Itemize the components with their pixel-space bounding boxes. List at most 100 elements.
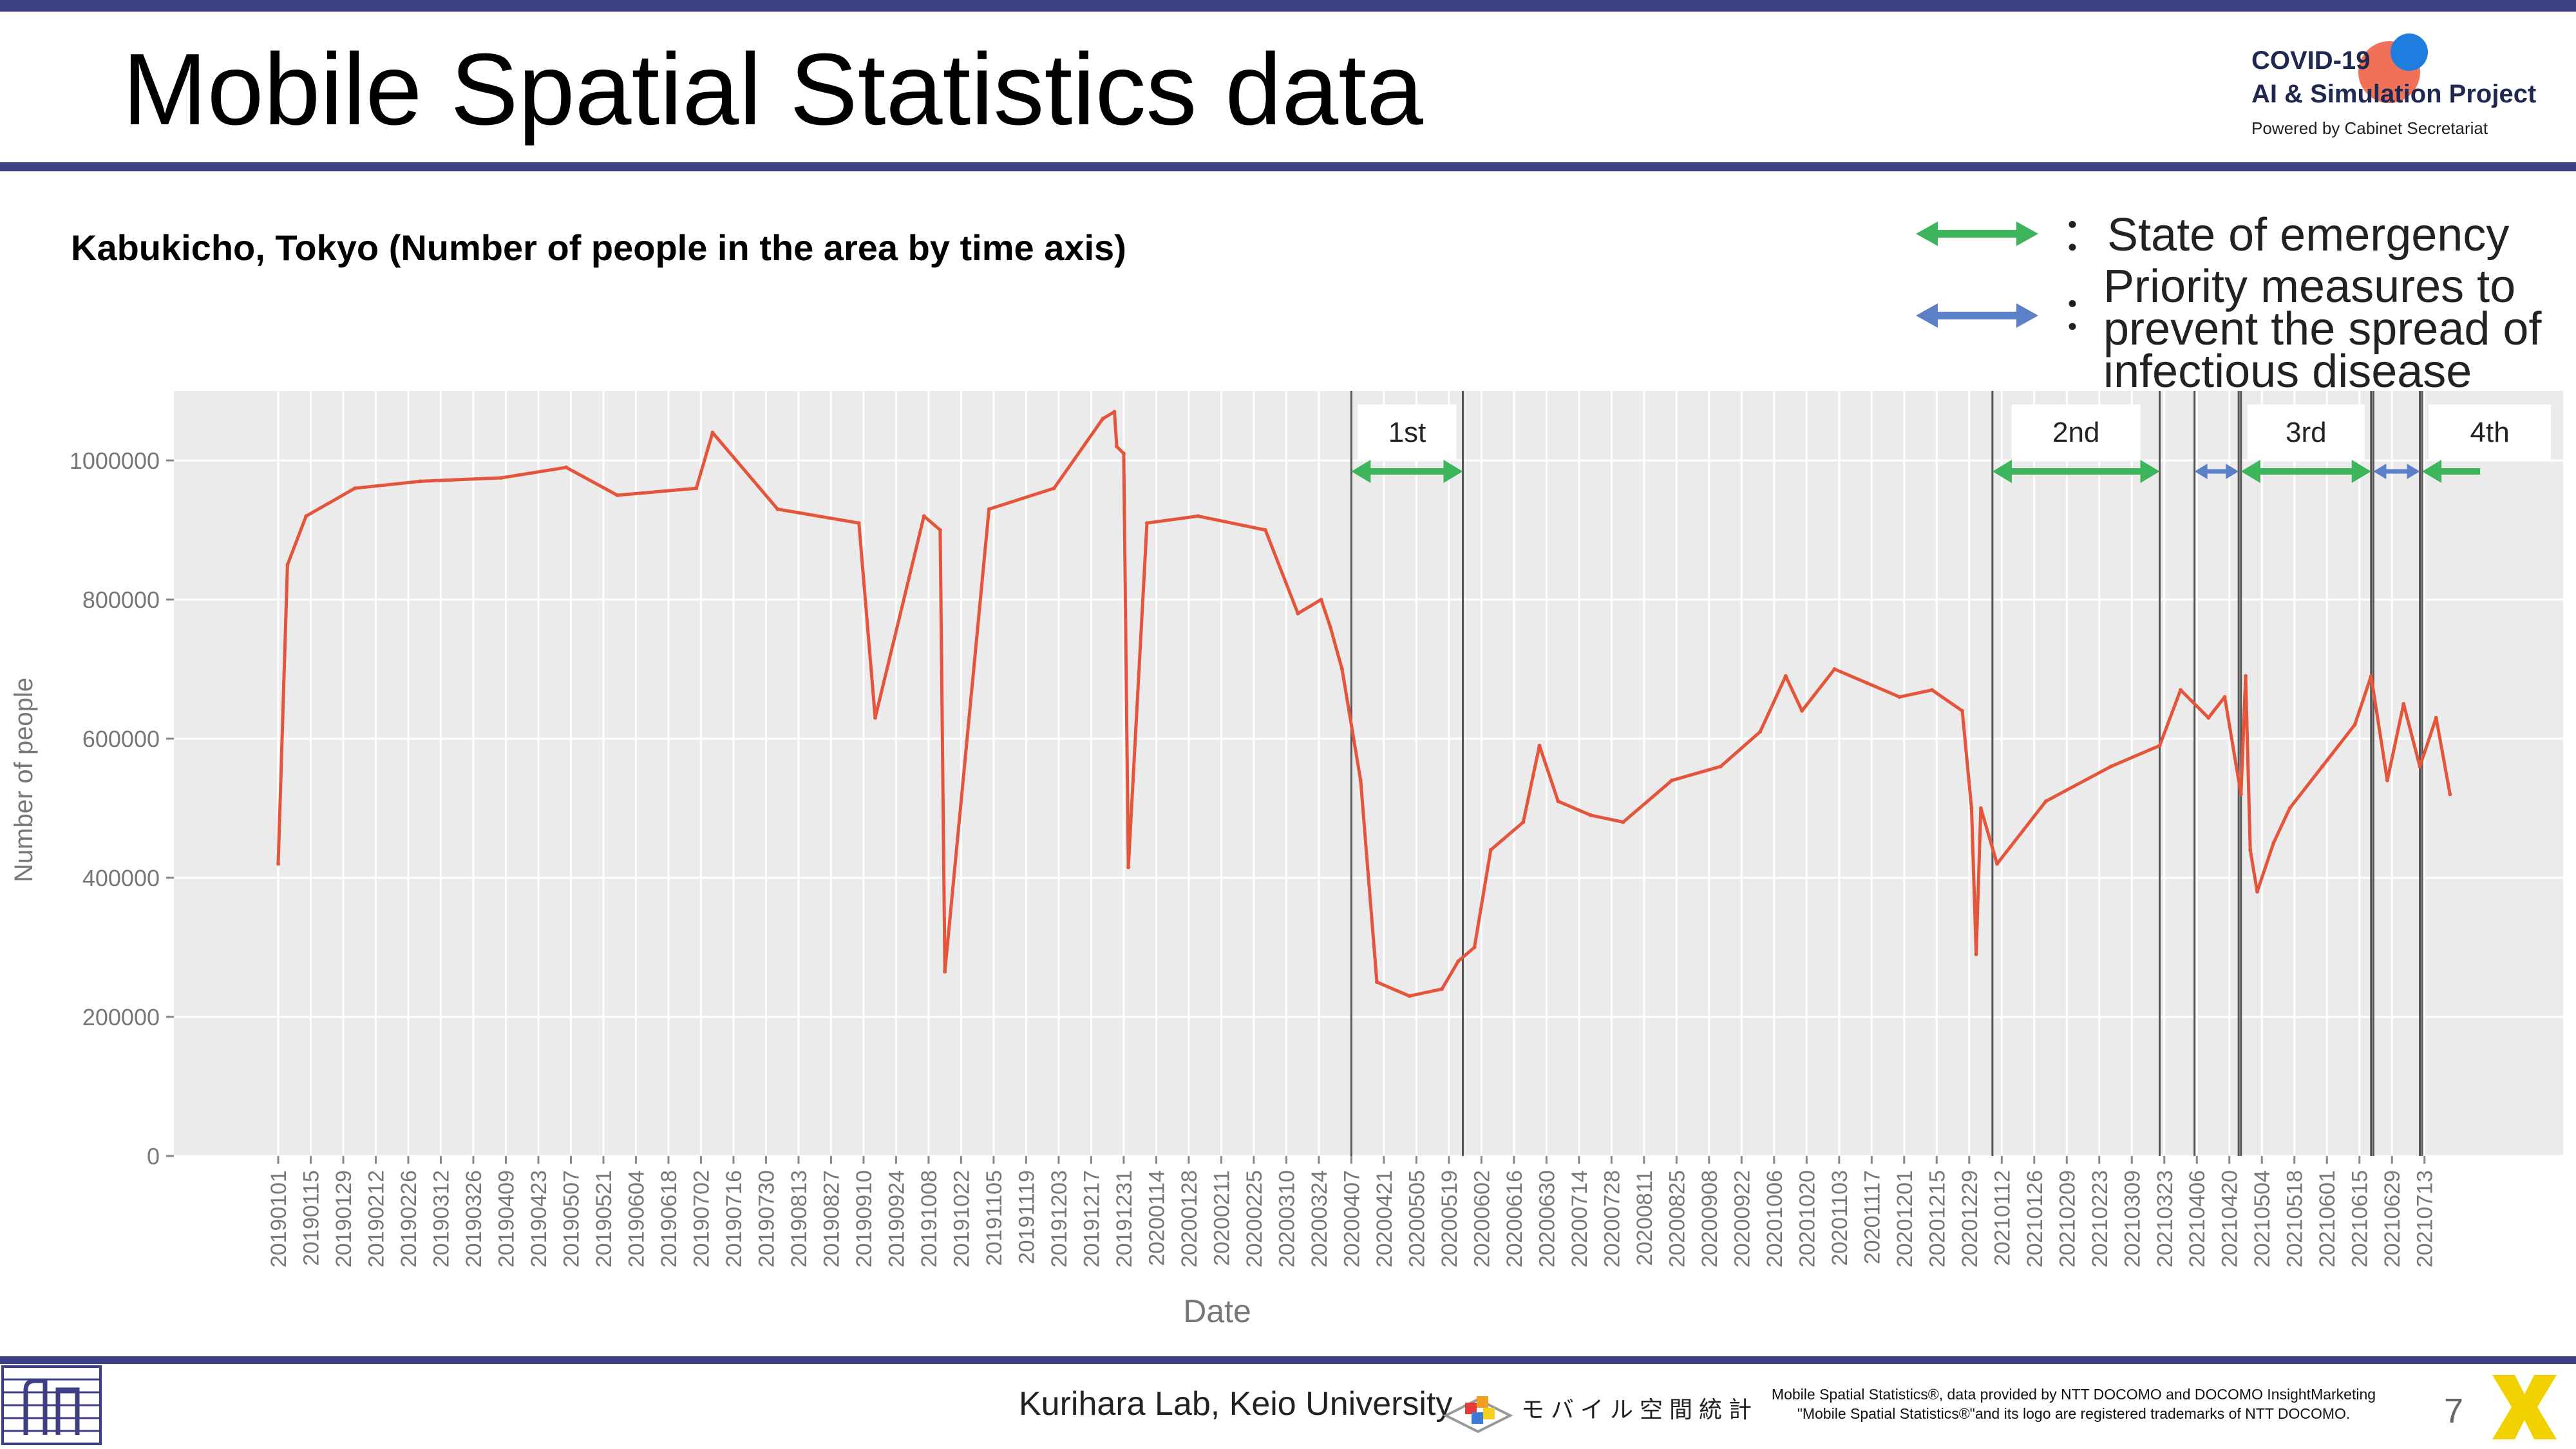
x-tick-label: 20190326 — [462, 1170, 486, 1267]
x-tick-label: 20190212 — [364, 1170, 388, 1267]
data-point — [2401, 702, 2406, 706]
data-point — [2418, 764, 2422, 769]
y-tick-label: 400000 — [82, 865, 160, 891]
x-tick-label: 20200908 — [1698, 1170, 1722, 1267]
x-tick-label: 20200616 — [1502, 1170, 1527, 1267]
period-label: 4th — [2470, 417, 2510, 448]
x-tick-label: 20200114 — [1144, 1170, 1169, 1266]
data-point — [1588, 813, 1593, 817]
x-tick-label: 20200714 — [1567, 1170, 1592, 1267]
data-point — [1960, 708, 1964, 713]
legend-priority-arrow-icon — [1916, 303, 2038, 328]
legend-priority-line-3: infectious disease — [2103, 346, 2472, 397]
x-tick-label: 20210223 — [2088, 1170, 2112, 1267]
data-point — [2179, 688, 2183, 692]
data-point — [2222, 695, 2227, 699]
people-count-chart: 1st 2nd 3rd 4th 0 200000 400000 600000 800000 10… — [10, 391, 2563, 1329]
x-tick-label: 20210420 — [2218, 1170, 2242, 1267]
data-point — [2108, 764, 2113, 769]
x-tick-label: 20210518 — [2283, 1170, 2307, 1267]
x-tick-label: 20210406 — [2185, 1170, 2210, 1267]
period-label: 1st — [1388, 417, 1426, 448]
data-point — [2271, 841, 2276, 845]
x-tick-label: 20190716 — [722, 1170, 746, 1267]
x-tick-label: 20191217 — [1079, 1170, 1104, 1267]
x-tick-label: 20200630 — [1535, 1170, 1559, 1267]
data-point — [564, 465, 569, 469]
x-tick-label: 20190730 — [754, 1170, 779, 1267]
x-axis-label: Date — [1183, 1293, 1251, 1329]
data-point — [1263, 528, 1267, 532]
logo-blue-dot — [2391, 33, 2428, 71]
data-point — [1196, 514, 1200, 518]
x-tick-label: 20200128 — [1177, 1170, 1202, 1267]
series-line — [276, 410, 2452, 998]
footer-trademark-note: Mobile Spatial Statistics®, data provide… — [1732, 1385, 2415, 1423]
data-point — [694, 486, 699, 491]
x-tick-label: 20190312 — [429, 1170, 453, 1267]
data-point — [1556, 799, 1560, 804]
data-point — [775, 507, 780, 511]
data-point — [2320, 764, 2325, 769]
data-point — [857, 521, 861, 526]
x-tick-label: 20210601 — [2315, 1170, 2340, 1267]
x-tick-label: 20190521 — [592, 1170, 616, 1267]
chart-subtitle: Kabukicho, Tokyo (Number of people in th… — [71, 227, 1126, 268]
data-point — [1440, 987, 1444, 991]
x-tick-label: 20201215 — [1925, 1170, 1949, 1267]
x-tick-label: 20200310 — [1274, 1170, 1299, 1267]
x-tick-label: 20210504 — [2250, 1170, 2275, 1267]
data-point — [1783, 674, 1788, 678]
x-tick-label: 20201103 — [1828, 1170, 1852, 1266]
data-point — [1319, 598, 1323, 601]
footer-band — [0, 1356, 2576, 1364]
data-point — [2434, 715, 2438, 720]
data-point — [1865, 681, 1870, 685]
page-number: 7 — [2444, 1392, 2464, 1430]
data-point — [938, 528, 942, 532]
x-tick-label: 20210615 — [2348, 1170, 2372, 1267]
x-tick-label: 20201229 — [1958, 1170, 1982, 1267]
data-point — [710, 430, 715, 435]
x-tick-label: 20190423 — [527, 1170, 551, 1267]
x-tick-label: 20190827 — [819, 1170, 844, 1267]
period-arrow-head-left — [1992, 460, 2012, 483]
data-point — [1670, 778, 1674, 782]
x-tick-label: 20200811 — [1633, 1170, 1657, 1266]
period-label-box — [2247, 404, 2365, 460]
y-tick-label: 0 — [147, 1143, 160, 1170]
data-point — [2239, 792, 2243, 797]
x-tick-label: 20200505 — [1405, 1170, 1429, 1267]
legend-priority-marker: ： — [2061, 289, 2108, 340]
x-tick-label: 20191022 — [949, 1170, 974, 1267]
x-tick-label: 20200519 — [1437, 1170, 1462, 1267]
top-band — [0, 0, 2576, 12]
data-point — [2448, 792, 2452, 797]
x-tick-label: 20190115 — [299, 1170, 323, 1266]
data-point — [1328, 625, 1332, 630]
x-tick-label: 20210126 — [2023, 1170, 2047, 1267]
x-tick-label: 20190702 — [689, 1170, 714, 1267]
data-point — [1969, 806, 1974, 810]
x-tick-label: 20191203 — [1047, 1170, 1072, 1267]
data-point — [1621, 820, 1625, 824]
x-logo-icon — [2492, 1375, 2557, 1439]
x-tick-label: 20210713 — [2413, 1170, 2438, 1267]
period-arrow-head-right — [2140, 460, 2160, 483]
x-tick-label: 20201006 — [1763, 1170, 1787, 1267]
x-tick-label: 20190618 — [657, 1170, 681, 1267]
data-point — [1121, 451, 1126, 456]
period-label: 2nd — [2052, 417, 2099, 448]
data-point — [873, 715, 877, 720]
data-point — [1296, 611, 1300, 616]
data-point — [1456, 959, 1461, 963]
data-point — [1052, 486, 1056, 491]
x-tick-label: 20210323 — [2153, 1170, 2177, 1267]
x-tick-label: 20200421 — [1372, 1170, 1397, 1267]
period-arrow-head-left — [2240, 460, 2260, 483]
data-point — [1974, 952, 1978, 956]
period-arrow-head-left — [1351, 460, 1371, 483]
data-point — [1930, 688, 1935, 692]
x-tick-label: 20190507 — [559, 1170, 583, 1267]
data-point — [304, 514, 308, 518]
